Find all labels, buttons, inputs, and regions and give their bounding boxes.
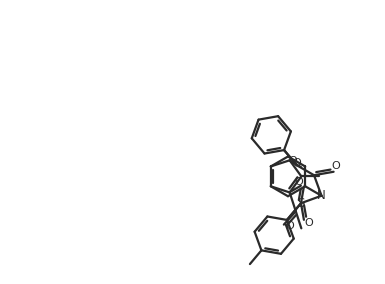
Text: S: S <box>297 197 305 210</box>
Text: O: O <box>285 221 294 231</box>
Text: O: O <box>331 162 340 172</box>
Text: O: O <box>289 156 297 166</box>
Text: N: N <box>317 189 326 202</box>
Text: O: O <box>304 218 313 228</box>
Text: O: O <box>295 177 303 187</box>
Text: O: O <box>292 158 301 168</box>
